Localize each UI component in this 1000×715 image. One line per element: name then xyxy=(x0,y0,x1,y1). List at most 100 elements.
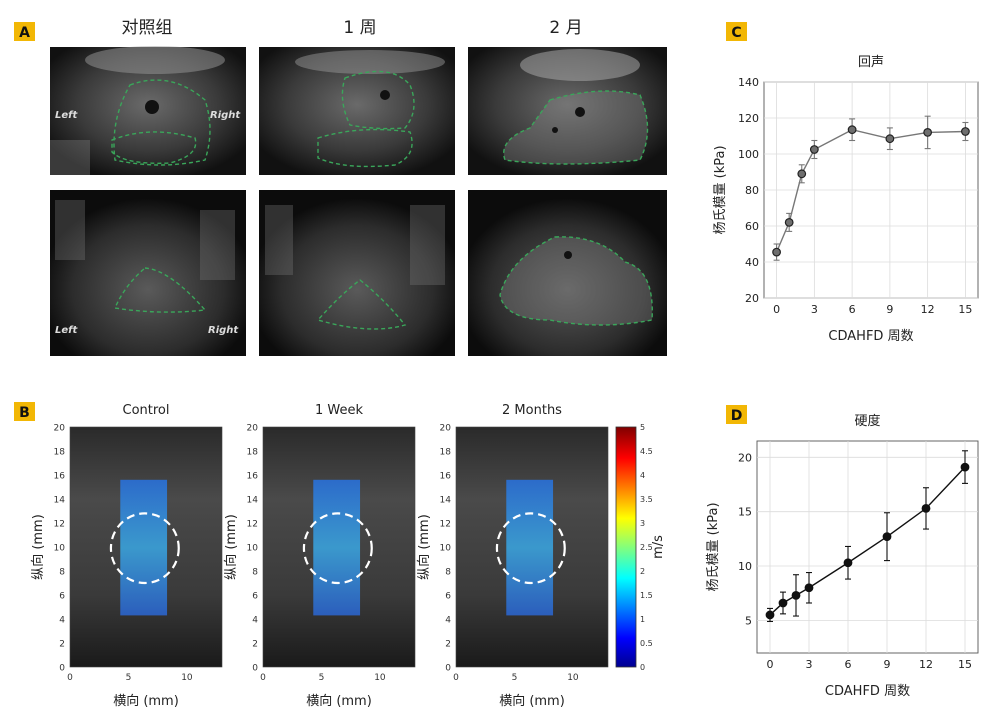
y-tick-label: 12 xyxy=(440,520,451,530)
y-tick-label: 40 xyxy=(745,256,759,269)
chart-echo: 0 3 6 9 12 15 20 40 60 80 100 120 140 回声 CDAHFD 周数 杨氏模量… xyxy=(713,55,979,344)
colorbar-tick: 4 xyxy=(640,471,645,480)
chart-title: 硬度 xyxy=(854,413,880,429)
y-axis-label: 杨氏模量 (kPa) xyxy=(706,502,721,591)
shear-wave-overlay xyxy=(313,479,361,616)
y-tick-label: 20 xyxy=(247,424,259,434)
panel-a-title-control: 对照组 xyxy=(122,18,173,38)
y-tick-label: 6 xyxy=(252,592,258,602)
liver-outline xyxy=(111,131,197,164)
data-point xyxy=(843,558,853,568)
y-tick-label: 20 xyxy=(738,451,752,464)
y-tick-label: 12 xyxy=(54,520,65,530)
x-axis-label: 横向 (mm) xyxy=(113,693,179,709)
colorbar-tick: 2.5 xyxy=(640,543,653,552)
y-tick-label: 18 xyxy=(247,448,259,458)
y-tick-label: 4 xyxy=(59,616,65,626)
shear-wave-overlay xyxy=(120,479,168,616)
data-point xyxy=(772,247,781,257)
x-tick-label: 5 xyxy=(126,673,132,683)
x-tick-label: 0 xyxy=(767,658,774,671)
label-right: Right xyxy=(210,110,241,121)
panel-d-badge xyxy=(726,405,747,424)
x-tick-label: 9 xyxy=(884,658,891,671)
colorbar-tick: 0.5 xyxy=(640,639,653,648)
x-tick-label: 0 xyxy=(260,673,266,683)
y-axis-label: 纵向 (mm) xyxy=(223,514,239,580)
x-tick-label: 9 xyxy=(886,303,893,316)
liver-outline xyxy=(113,79,211,166)
data-point xyxy=(923,127,933,137)
colorbar: 0 0.5 1 1.5 2 2.5 3 3.5 4 4.5 5 m/s xyxy=(615,423,666,672)
y-tick-label: 10 xyxy=(440,544,452,554)
y-tick-label: 10 xyxy=(54,544,66,554)
y-tick-label: 0 xyxy=(252,664,258,674)
roi-circle xyxy=(302,512,373,585)
y-axis-label: 纵向 (mm) xyxy=(30,514,46,580)
ultrasound-image-1week-top xyxy=(259,47,455,175)
liver-outline xyxy=(317,128,413,168)
data-point xyxy=(885,134,895,144)
colorbar-tick: 5 xyxy=(640,423,645,432)
colorbar-tick: 3.5 xyxy=(640,495,653,504)
swe-plot-title: Control xyxy=(123,403,170,418)
y-tick-label: 4 xyxy=(445,616,451,626)
data-point xyxy=(809,145,819,154)
colorbar-tick: 3 xyxy=(640,519,645,528)
y-tick-label: 2 xyxy=(59,640,65,650)
y-tick-label: 14 xyxy=(247,496,259,506)
panel-d-letter: D xyxy=(731,408,743,424)
y-tick-label: 14 xyxy=(54,496,66,506)
y-tick-label: 60 xyxy=(745,220,759,233)
liver-outline xyxy=(113,267,207,313)
y-tick-label: 80 xyxy=(745,184,759,197)
x-axis-label: 横向 (mm) xyxy=(306,693,372,709)
shear-wave-overlay xyxy=(506,479,554,616)
y-tick-label: 14 xyxy=(440,496,452,506)
data-point xyxy=(882,532,892,542)
liver-outline xyxy=(341,70,415,130)
x-tick-label: 12 xyxy=(919,658,933,671)
colorbar-tick: 4.5 xyxy=(640,447,653,456)
y-tick-label: 120 xyxy=(738,112,759,125)
y-tick-label: 100 xyxy=(738,148,759,161)
x-tick-label: 10 xyxy=(567,673,579,683)
x-tick-label: 5 xyxy=(319,673,325,683)
colorbar-label: m/s xyxy=(651,535,666,559)
panel-a-letter: A xyxy=(19,25,30,41)
panel-b-letter: B xyxy=(19,405,30,421)
panel-a-title-1week: 1 周 xyxy=(343,18,376,38)
y-tick-label: 8 xyxy=(252,568,258,578)
x-tick-label: 15 xyxy=(958,303,972,316)
panel-d: D 0 3 6 9 12 15 5 10 15 20 硬度 CDAHFD 周数 杨氏模量 (kPa) xyxy=(706,405,979,699)
colorbar-tick: 1 xyxy=(640,615,645,624)
y-tick-label: 8 xyxy=(445,568,451,578)
roi-circle xyxy=(109,512,180,585)
ultrasound-image-control-bottom: Left Right xyxy=(50,190,246,356)
y-tick-label: 10 xyxy=(738,560,752,573)
data-point xyxy=(797,169,807,179)
x-tick-label: 3 xyxy=(806,658,813,671)
x-axis-label: 横向 (mm) xyxy=(499,693,565,709)
y-tick-label: 12 xyxy=(247,520,258,530)
y-tick-label: 10 xyxy=(247,544,259,554)
plot-area xyxy=(756,440,979,654)
y-tick-label: 20 xyxy=(440,424,452,434)
y-tick-label: 2 xyxy=(252,640,258,650)
y-tick-label: 20 xyxy=(54,424,66,434)
label-left: Left xyxy=(55,110,79,121)
x-tick-label: 6 xyxy=(849,303,856,316)
data-point xyxy=(960,462,970,472)
colorbar-tick: 0 xyxy=(640,663,645,672)
y-tick-label: 16 xyxy=(247,472,259,482)
liver-outline xyxy=(503,90,649,165)
x-axis-label: CDAHFD 周数 xyxy=(825,684,910,699)
x-tick-label: 0 xyxy=(773,303,780,316)
y-tick-label: 6 xyxy=(59,592,65,602)
y-axis-label: 纵向 (mm) xyxy=(416,514,432,580)
x-tick-label: 12 xyxy=(921,303,935,316)
x-tick-label: 10 xyxy=(181,673,193,683)
